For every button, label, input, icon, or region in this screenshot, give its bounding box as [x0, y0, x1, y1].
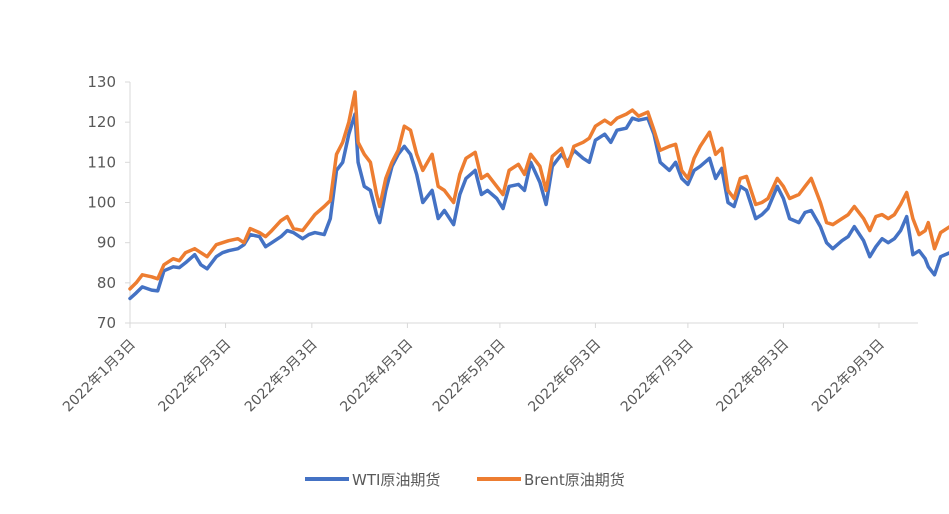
- x-tick-label: 2022年7月3日: [618, 337, 697, 416]
- x-axis-ticks: 2022年1月3日 2022年2月3日 2022年3月3日 2022年4月3日 2022…: [60, 323, 888, 415]
- wti-series-line: [128, 112, 949, 301]
- x-tick-label: 2022年1月3日: [60, 337, 139, 416]
- x-tick-label: 2022年6月3日: [525, 337, 604, 416]
- legend-label: Brent原油期货: [524, 471, 625, 489]
- x-tick-label: 2022年5月3日: [430, 337, 509, 416]
- x-tick-label: 2022年3月3日: [242, 337, 321, 416]
- legend[interactable]: WTI原油期货 Brent原油期货: [305, 471, 625, 489]
- y-axis-ticks: 70 80 90 100 110 120 130: [87, 73, 130, 332]
- y-tick-label: 120: [87, 113, 116, 131]
- x-tick-label: 2022年8月3日: [713, 337, 792, 416]
- y-tick-label: 90: [97, 234, 116, 252]
- brent-series-line: [128, 90, 949, 291]
- y-tick-label: 130: [87, 73, 116, 91]
- x-tick-label: 2022年2月3日: [156, 337, 235, 416]
- y-tick-label: 100: [87, 194, 116, 212]
- x-tick-label: 2022年9月3日: [809, 337, 888, 416]
- y-tick-label: 80: [97, 274, 116, 292]
- series-layer: [128, 90, 949, 301]
- y-tick-label: 70: [97, 314, 116, 332]
- x-tick-label: 2022年4月3日: [337, 337, 416, 416]
- y-tick-label: 110: [87, 153, 116, 171]
- legend-item-wti[interactable]: WTI原油期货: [305, 471, 440, 489]
- legend-item-brent[interactable]: Brent原油期货: [477, 471, 625, 489]
- legend-label: WTI原油期货: [352, 471, 440, 489]
